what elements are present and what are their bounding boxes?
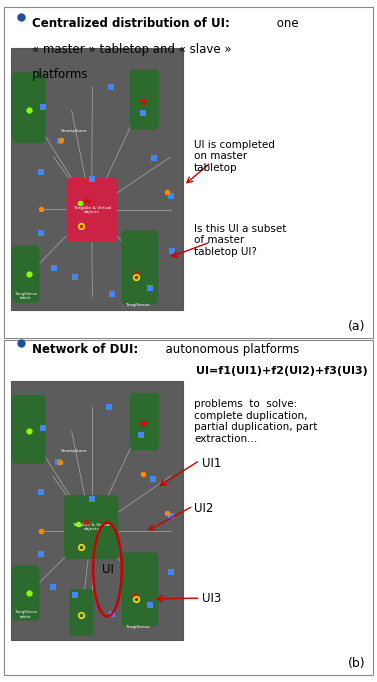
Text: problems  to  solve:
complete duplication,
partial duplication, part
extraction.: problems to solve: complete duplication,… <box>194 399 317 444</box>
FancyBboxPatch shape <box>69 589 93 636</box>
Text: Tangible & Virtual
objects: Tangible & Virtual objects <box>73 206 111 214</box>
Text: UI2: UI2 <box>194 501 213 515</box>
FancyBboxPatch shape <box>12 246 40 303</box>
Text: Network of DUI:: Network of DUI: <box>32 343 138 356</box>
FancyBboxPatch shape <box>130 70 159 130</box>
Text: Centralized distribution of UI:: Centralized distribution of UI: <box>32 17 230 30</box>
Text: (a): (a) <box>348 320 365 333</box>
Text: one: one <box>273 17 299 30</box>
Text: TangiSense: TangiSense <box>124 303 149 308</box>
FancyBboxPatch shape <box>11 381 183 640</box>
Text: UI: UI <box>101 563 113 576</box>
Text: Smartphone: Smartphone <box>61 129 87 133</box>
FancyBboxPatch shape <box>11 48 183 310</box>
Text: platforms: platforms <box>32 68 89 81</box>
Text: UI1: UI1 <box>202 457 221 471</box>
Text: « master » tabletop and « slave »: « master » tabletop and « slave » <box>32 43 232 56</box>
FancyBboxPatch shape <box>12 72 46 143</box>
Text: TangiSense
tablet: TangiSense tablet <box>15 292 37 301</box>
Text: Smartphone: Smartphone <box>61 449 87 454</box>
Text: (b): (b) <box>348 657 365 670</box>
Text: UI3: UI3 <box>202 591 221 605</box>
Text: Is this UI a subset
of master
tabletop UI?: Is this UI a subset of master tabletop U… <box>194 224 287 257</box>
Text: Tangible & Virtual
objects: Tangible & Virtual objects <box>72 523 110 531</box>
FancyBboxPatch shape <box>12 565 40 621</box>
FancyBboxPatch shape <box>121 231 158 304</box>
FancyBboxPatch shape <box>12 395 46 464</box>
FancyBboxPatch shape <box>4 340 373 675</box>
FancyBboxPatch shape <box>121 552 158 626</box>
FancyBboxPatch shape <box>64 495 118 559</box>
Text: TangiSense: TangiSense <box>124 625 149 629</box>
FancyBboxPatch shape <box>130 393 159 450</box>
FancyBboxPatch shape <box>4 7 373 338</box>
Text: autonomous platforms: autonomous platforms <box>158 343 300 356</box>
Text: UI=f1(UI1)+f2(UI2)+f3(UI3): UI=f1(UI1)+f2(UI2)+f3(UI3) <box>196 366 368 376</box>
Text: UI is completed
on master
tabletop: UI is completed on master tabletop <box>194 140 275 173</box>
Text: TangiSense
tablet: TangiSense tablet <box>15 610 37 619</box>
FancyBboxPatch shape <box>67 178 117 242</box>
